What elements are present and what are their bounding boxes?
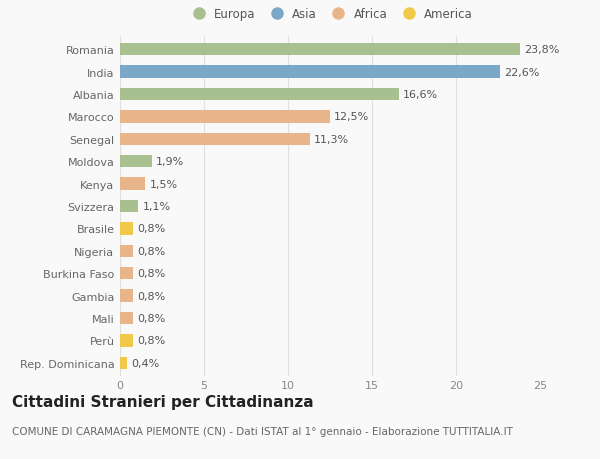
Bar	[120, 111, 330, 123]
Text: 11,3%: 11,3%	[314, 134, 349, 145]
Bar	[120, 357, 127, 369]
Text: 0,8%: 0,8%	[137, 269, 166, 279]
Bar	[120, 245, 133, 257]
Legend: Europa, Asia, Africa, America: Europa, Asia, Africa, America	[182, 4, 478, 26]
Text: 0,8%: 0,8%	[137, 246, 166, 256]
Text: 0,8%: 0,8%	[137, 291, 166, 301]
Text: 1,1%: 1,1%	[143, 202, 171, 212]
Text: COMUNE DI CARAMAGNA PIEMONTE (CN) - Dati ISTAT al 1° gennaio - Elaborazione TUTT: COMUNE DI CARAMAGNA PIEMONTE (CN) - Dati…	[12, 426, 513, 436]
Text: 1,5%: 1,5%	[149, 179, 178, 189]
Bar	[120, 67, 500, 78]
Bar	[120, 223, 133, 235]
Text: 22,6%: 22,6%	[504, 67, 539, 78]
Bar	[120, 268, 133, 280]
Text: 0,8%: 0,8%	[137, 313, 166, 323]
Bar	[120, 312, 133, 325]
Text: 23,8%: 23,8%	[524, 45, 559, 55]
Text: Cittadini Stranieri per Cittadinanza: Cittadini Stranieri per Cittadinanza	[12, 394, 314, 409]
Bar	[120, 156, 152, 168]
Bar	[120, 178, 145, 190]
Text: 0,8%: 0,8%	[137, 224, 166, 234]
Bar	[120, 201, 139, 213]
Bar	[120, 134, 310, 146]
Text: 0,8%: 0,8%	[137, 336, 166, 346]
Text: 12,5%: 12,5%	[334, 112, 370, 122]
Text: 1,9%: 1,9%	[156, 157, 184, 167]
Bar	[120, 89, 399, 101]
Bar	[120, 335, 133, 347]
Text: 16,6%: 16,6%	[403, 90, 438, 100]
Text: 0,4%: 0,4%	[131, 358, 159, 368]
Bar	[120, 290, 133, 302]
Bar	[120, 44, 520, 56]
